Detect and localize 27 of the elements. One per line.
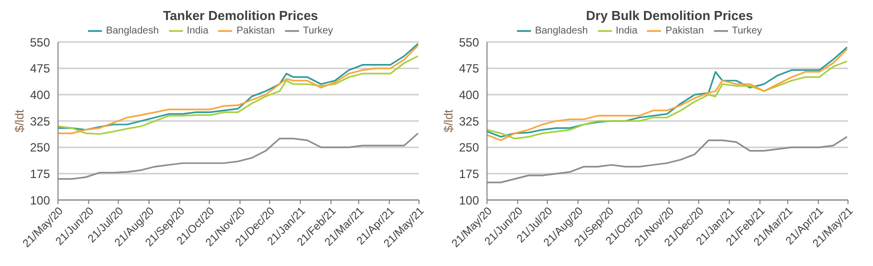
legend-label: India (616, 26, 638, 37)
y-tick-label: 400 (458, 88, 480, 102)
y-tick-label: 100 (30, 193, 50, 208)
y-axis-title: $/ldt (12, 108, 26, 132)
legend-label: Bangladesh (106, 26, 159, 37)
legend-label: Turkey (732, 26, 762, 37)
y-tick-label: 250 (458, 140, 480, 155)
legend-label: Pakistan (236, 26, 275, 37)
y-tick-label: 550 (30, 35, 50, 50)
line-series (487, 60, 848, 140)
y-tick-label: 475 (30, 62, 50, 76)
y-tick-label: 475 (458, 62, 480, 76)
y-tick-label: 550 (458, 35, 480, 50)
y-tick-label: 175 (458, 166, 480, 181)
legend-label: Bangladesh (534, 26, 588, 37)
y-tick-label: 100 (458, 193, 480, 208)
chart-title: Tanker Demolition Prices (162, 8, 320, 24)
legend-label: India (186, 26, 208, 37)
y-axis-title: $/ldt (441, 108, 456, 132)
y-tick-label: 250 (30, 140, 50, 155)
y-tick-label: 325 (458, 114, 480, 128)
chart-title: Dry Bulk Demolition Prices (585, 8, 754, 24)
legend-label: Turkey (302, 26, 334, 37)
y-tick-label: 400 (30, 88, 50, 102)
legend-label: Pakistan (665, 26, 704, 37)
y-tick-label: 175 (30, 166, 50, 181)
y-tick-label: 325 (30, 114, 50, 128)
